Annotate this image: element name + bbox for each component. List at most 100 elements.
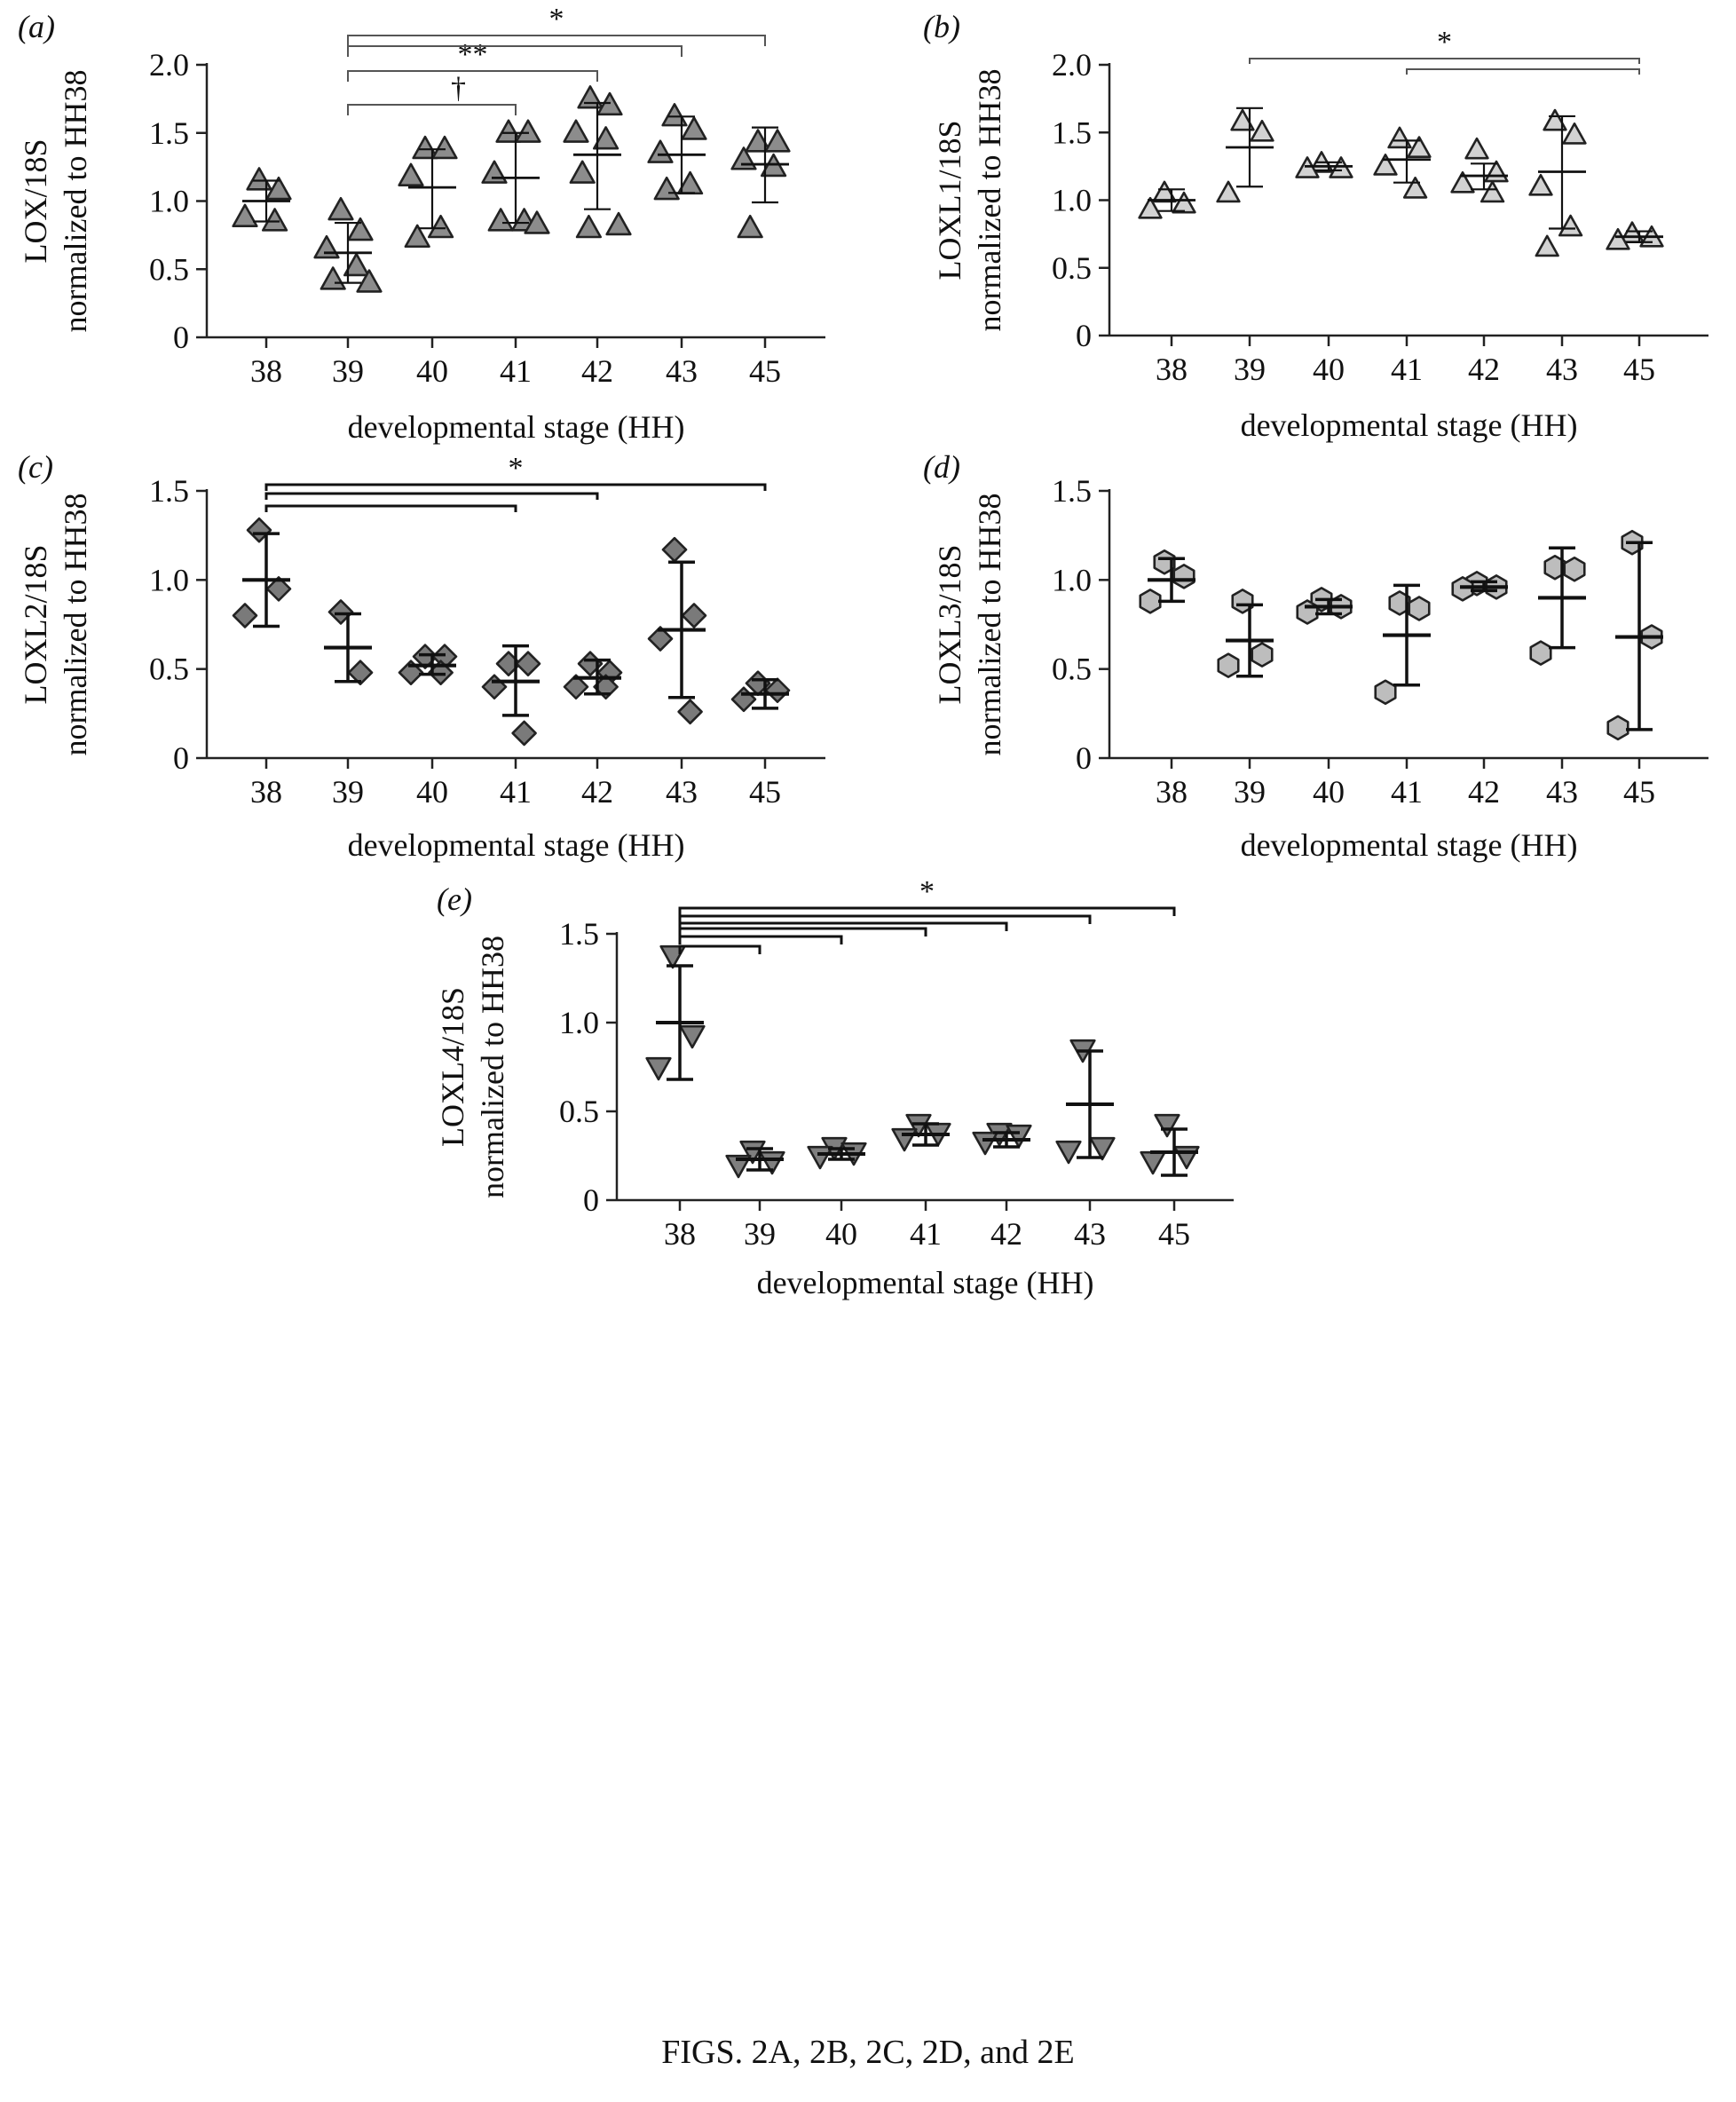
y-tick-label: 0 [173, 320, 189, 355]
data-point [1296, 599, 1319, 625]
x-tick-label: 41 [910, 1216, 942, 1252]
data-point [1172, 191, 1196, 214]
data-point [745, 129, 771, 153]
significance-label: * [509, 452, 524, 485]
chart-panel-5: (e) 0 0.5 1.0 1.5 38 39 40 41 42 43 45 developmental… [435, 875, 1234, 1300]
data-point [347, 660, 374, 685]
x-tick-label: 40 [1313, 352, 1345, 387]
data-point [232, 603, 258, 628]
data-point [681, 116, 707, 140]
significance-bracket [678, 927, 927, 936]
x-tick-label: 40 [416, 774, 448, 810]
x-tick-label: 39 [332, 774, 364, 810]
x-tick-label: 41 [1391, 352, 1423, 387]
data-point [343, 252, 370, 277]
data-point [563, 674, 589, 700]
data-point [511, 720, 537, 747]
x-tick-label: 42 [1468, 352, 1500, 387]
data-point [481, 160, 508, 184]
significance-bracket [347, 70, 598, 82]
y-axis-label-secondary: normalized to HH38 [972, 69, 1007, 332]
x-tick-label: 38 [1156, 352, 1188, 387]
x-axis-label: developmental stage (HH) [1241, 827, 1578, 863]
data-point [1606, 715, 1629, 741]
data-point [764, 129, 791, 153]
data-point [764, 677, 791, 704]
y-tick-label: 2.0 [149, 47, 189, 83]
x-tick-label: 45 [1623, 352, 1655, 387]
data-point [1535, 234, 1559, 257]
x-tick-label: 39 [332, 353, 364, 389]
data-point [681, 603, 707, 628]
significance-bracket [1406, 68, 1640, 75]
y-axis-label: LOX/18S [18, 138, 53, 263]
x-tick-label: 42 [990, 1216, 1022, 1252]
y-tick-label: 1.5 [149, 473, 189, 509]
x-axis-label: developmental stage (HH) [348, 827, 685, 863]
y-tick-label: 1.5 [149, 115, 189, 151]
y-axis-label-secondary: normalized to HH38 [58, 494, 93, 756]
x-tick-label: 45 [1158, 1216, 1190, 1252]
significance-brackets: * [678, 875, 1176, 954]
x-tick-label: 38 [250, 774, 282, 810]
x-tick-label: 45 [1623, 774, 1655, 810]
chart-panel-3: (c) 0 0.5 1.0 1.5 38 39 40 41 42 43 45 developmental… [18, 449, 825, 863]
x-tick-label: 41 [500, 774, 532, 810]
data-point [246, 167, 272, 191]
figure-caption: FIGS. 2A, 2B, 2C, 2D, and 2E [661, 2034, 1075, 2071]
x-tick-label: 38 [664, 1216, 696, 1252]
data-point [647, 139, 674, 163]
y-tick-label: 0 [583, 1182, 599, 1218]
data-point [524, 210, 550, 234]
x-tick-label: 41 [1391, 774, 1423, 810]
data-point [653, 176, 680, 201]
y-tick-label: 1.5 [1052, 115, 1092, 150]
data-point [1408, 596, 1431, 621]
y-tick-label: 0 [173, 740, 189, 776]
data-point [347, 217, 374, 241]
significance-bracket [347, 45, 683, 57]
x-tick-label: 43 [1546, 352, 1578, 387]
significance-label: ** [458, 38, 488, 71]
panel-letter: (c) [18, 449, 53, 485]
data-point [577, 85, 604, 109]
data-point [1558, 214, 1583, 237]
y-axis-label-secondary: normalized to HH38 [475, 936, 510, 1198]
significance-label: * [1437, 26, 1452, 59]
significance-bracket [264, 492, 599, 500]
chart-panel-1: (a) 0 0.5 1.0 1.5 2.0 38 39 40 41 42 43 45 developmen… [18, 3, 825, 445]
y-tick-label: 1.5 [559, 916, 599, 952]
x-tick-label: 39 [1234, 774, 1266, 810]
y-tick-label: 1.5 [1052, 473, 1092, 509]
data-point [725, 1154, 752, 1179]
y-tick-label: 0 [1076, 318, 1092, 353]
data-point [481, 674, 508, 700]
data-point [1217, 652, 1240, 678]
data-point [807, 1145, 833, 1170]
data-point [1543, 554, 1566, 581]
significance-bracket [264, 483, 767, 491]
x-tick-label: 45 [749, 774, 781, 810]
x-tick-label: 42 [1468, 774, 1500, 810]
data-point [431, 135, 458, 160]
data-point [1216, 180, 1241, 203]
data-point [661, 536, 688, 563]
x-axis-label: developmental stage (HH) [757, 1265, 1094, 1300]
data-point [1140, 1150, 1166, 1175]
data-point [605, 211, 632, 236]
x-tick-label: 43 [1546, 774, 1578, 810]
significance-bracket [678, 914, 1092, 924]
significance-bracket [347, 104, 517, 115]
data-point [1154, 1113, 1180, 1138]
y-tick-label: 1.0 [149, 184, 189, 219]
significance-brackets: * [264, 452, 767, 512]
data-point [1563, 556, 1586, 582]
x-tick-label: 43 [666, 774, 698, 810]
x-tick-label: 43 [1074, 1216, 1106, 1252]
data-point [327, 196, 354, 221]
data-point [1152, 180, 1177, 203]
data-point [1230, 108, 1255, 131]
y-tick-label: 1.0 [1052, 562, 1092, 597]
data-point [515, 651, 541, 676]
